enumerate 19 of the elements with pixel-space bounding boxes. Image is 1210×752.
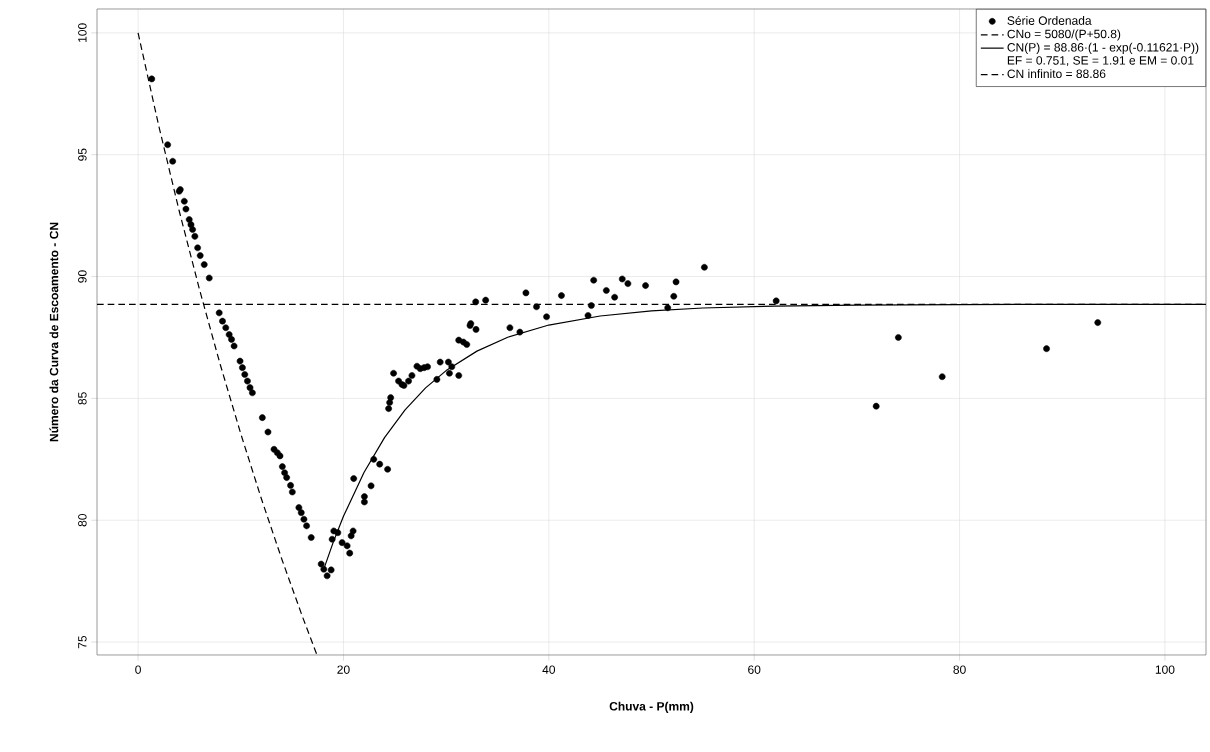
x-tick-label: 80	[953, 665, 966, 674]
legend-label: CN(P) = 88.86·(1 - exp(-0.11621·P))	[1007, 42, 1199, 54]
y-tick-label: 95	[78, 148, 87, 161]
y-tick-label: 75	[78, 635, 87, 649]
y-tick-label: 85	[78, 392, 87, 405]
y-tick-label: 80	[78, 514, 87, 527]
x-tick-label: 0	[135, 665, 141, 674]
legend-label: CNo = 5080/(P+50.8)	[1007, 29, 1121, 41]
y-axis-title: Número da Curva de Escoamento - CN	[49, 222, 59, 442]
legend-label: CN infinito = 88.86	[1007, 69, 1106, 79]
annotation: EF = 0.751, SE = 1.91 e EM = 0.01	[1007, 56, 1194, 67]
y-tick-label: 100	[78, 23, 87, 42]
x-tick-label: 40	[542, 665, 556, 674]
x-tick-label: 100	[1155, 665, 1175, 674]
x-tick-label: 20	[337, 665, 350, 674]
legend-label: Série Ordenada	[1007, 15, 1092, 25]
y-tick-label: 90	[78, 270, 87, 283]
x-axis-title: Chuva - P(mm)	[609, 701, 694, 713]
x-tick-label: 60	[748, 665, 761, 674]
